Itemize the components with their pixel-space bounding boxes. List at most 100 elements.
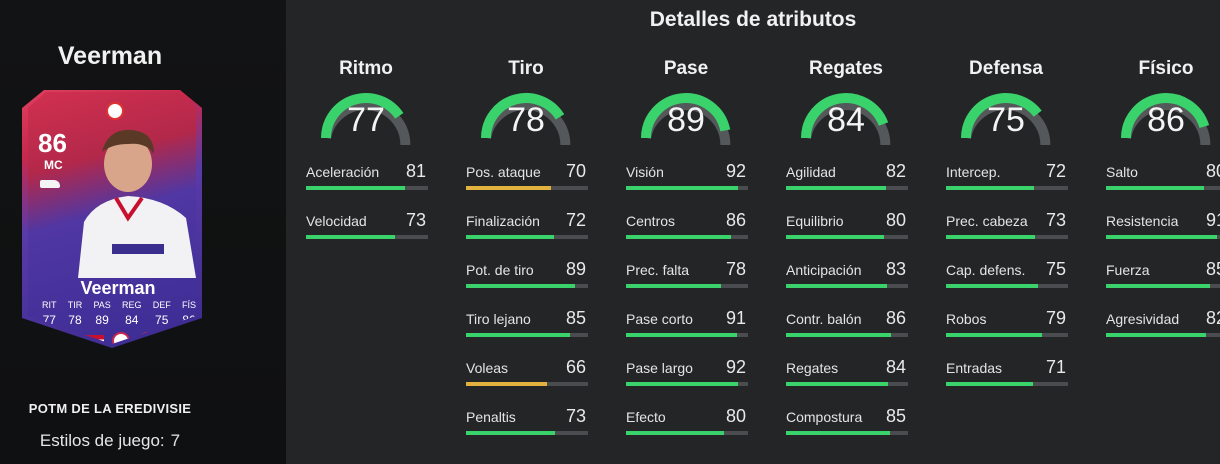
stat-label: Compostura <box>786 409 863 425</box>
stat-bar <box>306 235 428 239</box>
stat-row: Entradas 71 <box>944 352 1068 401</box>
stat-bar <box>946 333 1068 337</box>
stat-value: 92 <box>725 161 746 181</box>
gauge-fill <box>321 93 404 139</box>
stat-bar-fill <box>306 235 396 239</box>
stat-bar <box>466 186 588 190</box>
stat-row: Agresividad 82 <box>1104 303 1220 352</box>
stat-row: Aceleración 81 <box>304 156 428 205</box>
stat-row: Robos 79 <box>944 303 1068 352</box>
stat-bar-fill <box>626 333 738 337</box>
stat-value: 92 <box>725 357 746 377</box>
stat-bar <box>1106 186 1220 190</box>
stat-label: Robos <box>946 311 987 327</box>
stat-bar <box>306 186 428 190</box>
stat-label: Centros <box>626 213 676 229</box>
stat-bar <box>466 382 588 386</box>
stat-bar-fill <box>786 431 890 435</box>
attribute-column: Físico 86 Salto 80 Resistencia 91 Fuerza 85 Agre… <box>1104 58 1220 352</box>
stat-row: Resistencia 91 <box>1104 205 1220 254</box>
stat-value: 73 <box>565 406 586 426</box>
stat-row: Cap. defens. 75 <box>944 254 1068 303</box>
category-title: Regates <box>809 58 883 79</box>
stat-row: Penaltis 73 <box>464 401 588 450</box>
card-position: MC <box>44 158 63 172</box>
category-title: Ritmo <box>339 58 393 79</box>
stat-bar-fill <box>786 333 891 337</box>
stat-label: Visión <box>626 164 664 180</box>
stat-bar-fill <box>786 284 888 288</box>
netherlands-flag-icon <box>82 334 104 344</box>
player-card[interactable]: 86 MC Veerman RIT 77 TIR 78 PAS 89 REG 84 DE… <box>22 90 202 348</box>
stat-label: Agresividad <box>1106 311 1180 327</box>
stat-label: Efecto <box>626 409 666 425</box>
section-title: Detalles de atributos <box>649 8 857 31</box>
stat-label: Pase largo <box>626 360 693 376</box>
stat-value: 89 <box>565 259 586 279</box>
stat-value: 82 <box>885 161 906 181</box>
stat-bar <box>626 382 748 386</box>
card-stat: TIR 78 <box>67 300 83 327</box>
stat-row: Pase largo 92 <box>624 352 748 401</box>
stat-value: 83 <box>885 259 906 279</box>
stat-label: Prec. falta <box>626 262 690 278</box>
stat-value: 80 <box>1205 161 1220 181</box>
stat-value: 72 <box>1045 161 1066 181</box>
stat-bar <box>466 333 588 337</box>
stat-row: Equilibrio 80 <box>784 205 908 254</box>
category-title: Tiro <box>508 58 544 79</box>
stat-bar <box>786 186 908 190</box>
stat-bar <box>466 235 588 239</box>
stat-label: Agilidad <box>786 164 836 180</box>
stat-bar <box>1106 284 1220 288</box>
stat-label: Regates <box>786 360 839 376</box>
stat-bar-fill <box>786 382 889 386</box>
stat-row: Pot. de tiro 89 <box>464 254 588 303</box>
gauge-fill <box>1121 93 1210 139</box>
card-stat: REG 84 <box>122 300 142 327</box>
stat-value: 85 <box>1205 259 1220 279</box>
stat-bar-fill <box>626 382 739 386</box>
attribute-column: Pase 89 Visión 92 Centros 86 Prec. falta 78 Pase… <box>624 58 748 450</box>
category-gauge: 89 <box>636 88 736 146</box>
stat-label: Pos. ataque <box>466 164 541 180</box>
stat-bar-fill <box>1106 186 1204 190</box>
stat-bar-fill <box>1106 333 1207 337</box>
stat-bar-fill <box>946 186 1034 190</box>
category-title: Físico <box>1138 58 1194 79</box>
stat-bar <box>786 333 908 337</box>
playstyles-count: 7 <box>170 431 181 450</box>
stat-bar <box>626 235 748 239</box>
stat-bar <box>946 382 1068 386</box>
stat-bar <box>626 284 748 288</box>
stat-label: Pot. de tiro <box>466 262 534 278</box>
playstyles: Estilos de juego: 7 <box>0 431 220 451</box>
gauge-fill <box>481 93 565 139</box>
category-value: 89 <box>667 101 705 139</box>
stat-bar-fill <box>626 235 731 239</box>
stat-row: Finalización 72 <box>464 205 588 254</box>
stat-value: 70 <box>565 161 586 181</box>
stat-row: Anticipación 83 <box>784 254 908 303</box>
stat-bar-fill <box>626 186 739 190</box>
stat-row: Efecto 80 <box>624 401 748 450</box>
stat-value: 86 <box>725 210 746 230</box>
stat-bar <box>626 186 748 190</box>
stat-bar <box>466 431 588 435</box>
stat-bar <box>946 235 1068 239</box>
stat-bar-fill <box>946 284 1038 288</box>
stat-label: Finalización <box>466 213 540 229</box>
stat-bar <box>946 186 1068 190</box>
stat-label: Salto <box>1106 164 1138 180</box>
stat-label: Pase corto <box>626 311 693 327</box>
stat-bar-fill <box>466 333 570 337</box>
category-value: 75 <box>987 101 1025 139</box>
category-gauge: 77 <box>316 88 416 146</box>
stat-value: 73 <box>405 210 426 230</box>
category-title: Defensa <box>969 58 1043 79</box>
card-rating: 86 <box>38 128 67 158</box>
stat-row: Compostura 85 <box>784 401 908 450</box>
card-stat: PAS 89 <box>93 300 111 327</box>
stat-label: Aceleración <box>306 164 380 180</box>
stat-bar-fill <box>786 235 884 239</box>
